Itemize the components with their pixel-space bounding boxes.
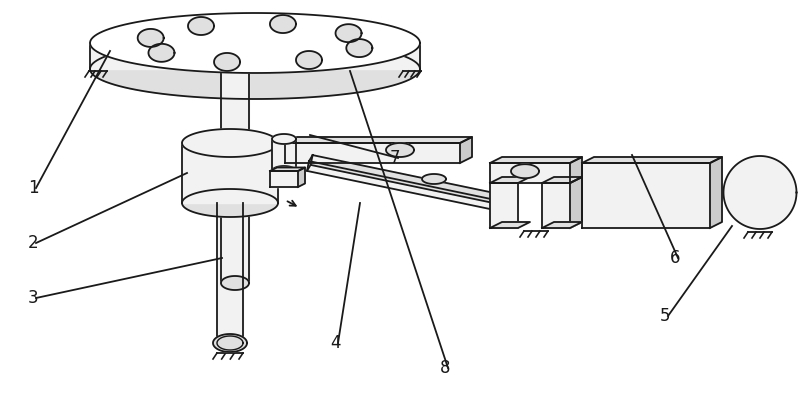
Polygon shape — [570, 177, 582, 228]
Polygon shape — [270, 171, 298, 187]
Polygon shape — [182, 129, 278, 157]
Polygon shape — [542, 183, 570, 228]
Polygon shape — [149, 44, 174, 62]
Polygon shape — [272, 166, 296, 176]
Polygon shape — [270, 168, 305, 171]
Polygon shape — [490, 222, 530, 228]
Polygon shape — [213, 334, 247, 352]
Polygon shape — [346, 39, 372, 57]
Polygon shape — [570, 157, 582, 183]
Polygon shape — [182, 143, 278, 203]
Polygon shape — [182, 189, 278, 217]
Polygon shape — [723, 156, 797, 229]
Polygon shape — [710, 157, 722, 228]
Text: 4: 4 — [330, 334, 341, 352]
Polygon shape — [90, 43, 420, 69]
Polygon shape — [542, 222, 582, 228]
Polygon shape — [90, 13, 420, 73]
Polygon shape — [285, 137, 472, 143]
Polygon shape — [511, 164, 539, 178]
Polygon shape — [214, 53, 240, 71]
Polygon shape — [90, 39, 420, 99]
Text: 2: 2 — [28, 234, 38, 252]
Text: 1: 1 — [28, 179, 38, 197]
Text: 3: 3 — [28, 289, 38, 307]
Polygon shape — [298, 168, 305, 187]
Polygon shape — [217, 203, 243, 343]
Polygon shape — [422, 174, 446, 184]
Polygon shape — [490, 163, 570, 183]
Polygon shape — [138, 29, 164, 47]
Polygon shape — [307, 161, 501, 211]
Polygon shape — [542, 177, 582, 183]
Polygon shape — [460, 137, 472, 163]
Text: 8: 8 — [440, 359, 450, 377]
Polygon shape — [285, 143, 460, 163]
Polygon shape — [272, 139, 296, 171]
Polygon shape — [221, 276, 249, 290]
Polygon shape — [490, 177, 530, 183]
Polygon shape — [582, 163, 710, 228]
Polygon shape — [335, 24, 362, 42]
Polygon shape — [272, 134, 296, 144]
Polygon shape — [296, 51, 322, 69]
Text: 5: 5 — [660, 307, 670, 325]
Polygon shape — [582, 157, 722, 163]
Polygon shape — [490, 183, 518, 228]
Polygon shape — [188, 17, 214, 35]
Polygon shape — [490, 157, 582, 163]
Polygon shape — [310, 155, 505, 205]
Polygon shape — [221, 69, 249, 283]
Polygon shape — [270, 15, 296, 33]
Text: 6: 6 — [670, 249, 681, 267]
Text: 7: 7 — [390, 149, 401, 167]
Polygon shape — [386, 143, 414, 157]
